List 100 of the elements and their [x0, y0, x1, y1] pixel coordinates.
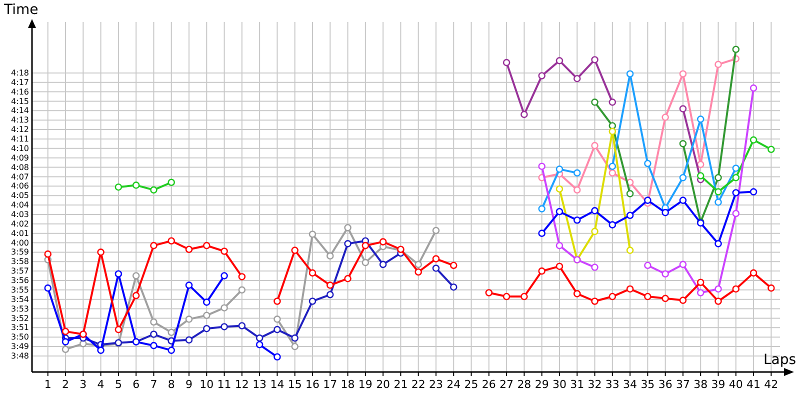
point [168, 346, 176, 354]
x-tick-label: 23 [428, 378, 443, 391]
point [626, 212, 634, 220]
y-tick-label: 3:59 [11, 248, 29, 257]
point [732, 285, 740, 293]
y-tick-label: 3:58 [11, 257, 29, 266]
point [626, 190, 634, 198]
point [308, 269, 316, 277]
point [538, 72, 546, 80]
point [379, 238, 387, 246]
point [679, 174, 687, 182]
point [203, 312, 210, 320]
x-tick-label: 19 [358, 378, 372, 391]
point [608, 128, 616, 136]
point [520, 292, 528, 300]
point [662, 114, 669, 121]
x-tick-label: 15 [288, 378, 302, 391]
y-tick-label: 3:54 [11, 294, 29, 304]
point [644, 292, 652, 300]
x-tick-label: 41 [746, 378, 761, 391]
x-tick-label: 12 [234, 378, 249, 391]
y-tick-label: 4:10 [11, 144, 29, 153]
point [732, 189, 740, 196]
point [326, 290, 334, 298]
point [644, 160, 652, 168]
point [679, 140, 687, 148]
x-tick-label: 22 [411, 378, 426, 391]
point [556, 57, 564, 64]
point [608, 169, 616, 177]
y-tick-label: 4:02 [11, 219, 29, 228]
y-tick-label: 4:09 [11, 153, 29, 162]
y-tick-label: 4:11 [11, 134, 29, 144]
x-tick-label: 27 [500, 378, 514, 391]
point [608, 162, 616, 170]
point [591, 207, 598, 214]
point [768, 284, 775, 292]
x-tick-label: 33 [605, 378, 620, 391]
point [573, 290, 581, 298]
point [168, 237, 176, 245]
point [450, 283, 458, 291]
x-tick-label: 14 [270, 378, 284, 391]
x-tick-label: 30 [552, 378, 566, 391]
point [256, 340, 264, 348]
point [696, 172, 704, 180]
y-tick-label: 3:48 [11, 352, 29, 361]
point [679, 196, 687, 204]
point [732, 46, 740, 54]
y-tick-label: 3:51 [11, 323, 29, 332]
y-tick-label: 4:17 [11, 78, 29, 87]
point [556, 166, 564, 173]
point [750, 269, 758, 277]
y-tick-label: 3:50 [11, 332, 29, 342]
x-tick-label: 29 [534, 378, 549, 391]
y-axis-title: Time [3, 2, 38, 18]
point [44, 284, 52, 292]
point [203, 242, 210, 250]
point [114, 183, 122, 191]
point [750, 136, 758, 144]
y-tick-label: 4:14 [11, 106, 29, 116]
point [203, 324, 210, 332]
x-tick-label: 28 [517, 378, 532, 391]
point [185, 246, 193, 254]
point [362, 258, 370, 266]
point [238, 322, 246, 330]
point [485, 289, 493, 296]
y-tick-label: 4:16 [11, 87, 29, 96]
point [732, 174, 740, 182]
point [502, 292, 510, 300]
x-tick-label: 6 [132, 378, 140, 391]
y-tick-label: 3:55 [11, 285, 29, 294]
point [274, 298, 281, 305]
x-tick-label: 10 [200, 378, 214, 391]
x-tick-label: 11 [217, 378, 232, 391]
point [238, 273, 246, 280]
y-tick-label: 3:49 [11, 342, 29, 352]
point [608, 221, 616, 228]
x-tick-label: 32 [588, 378, 602, 391]
point [44, 250, 52, 258]
point [608, 292, 616, 300]
point [626, 70, 634, 78]
point [556, 242, 564, 250]
x-tick-label: 34 [623, 378, 638, 391]
point [591, 228, 598, 236]
point [714, 285, 722, 293]
x-tick-label: 37 [676, 378, 690, 391]
y-tick-label: 4:05 [11, 191, 29, 200]
point [308, 298, 316, 305]
point [750, 188, 758, 196]
x-axis-title: Laps [763, 352, 796, 368]
y-tick-label: 4:03 [11, 210, 29, 220]
point [538, 267, 546, 275]
point [344, 240, 352, 248]
x-tick-label: 3 [80, 378, 87, 391]
point [220, 248, 228, 255]
point [62, 338, 70, 346]
point [220, 272, 228, 280]
point [644, 196, 652, 204]
x-tick-label: 35 [640, 378, 655, 391]
y-tick-label: 4:08 [11, 162, 29, 172]
x-tick-label: 31 [570, 378, 584, 391]
